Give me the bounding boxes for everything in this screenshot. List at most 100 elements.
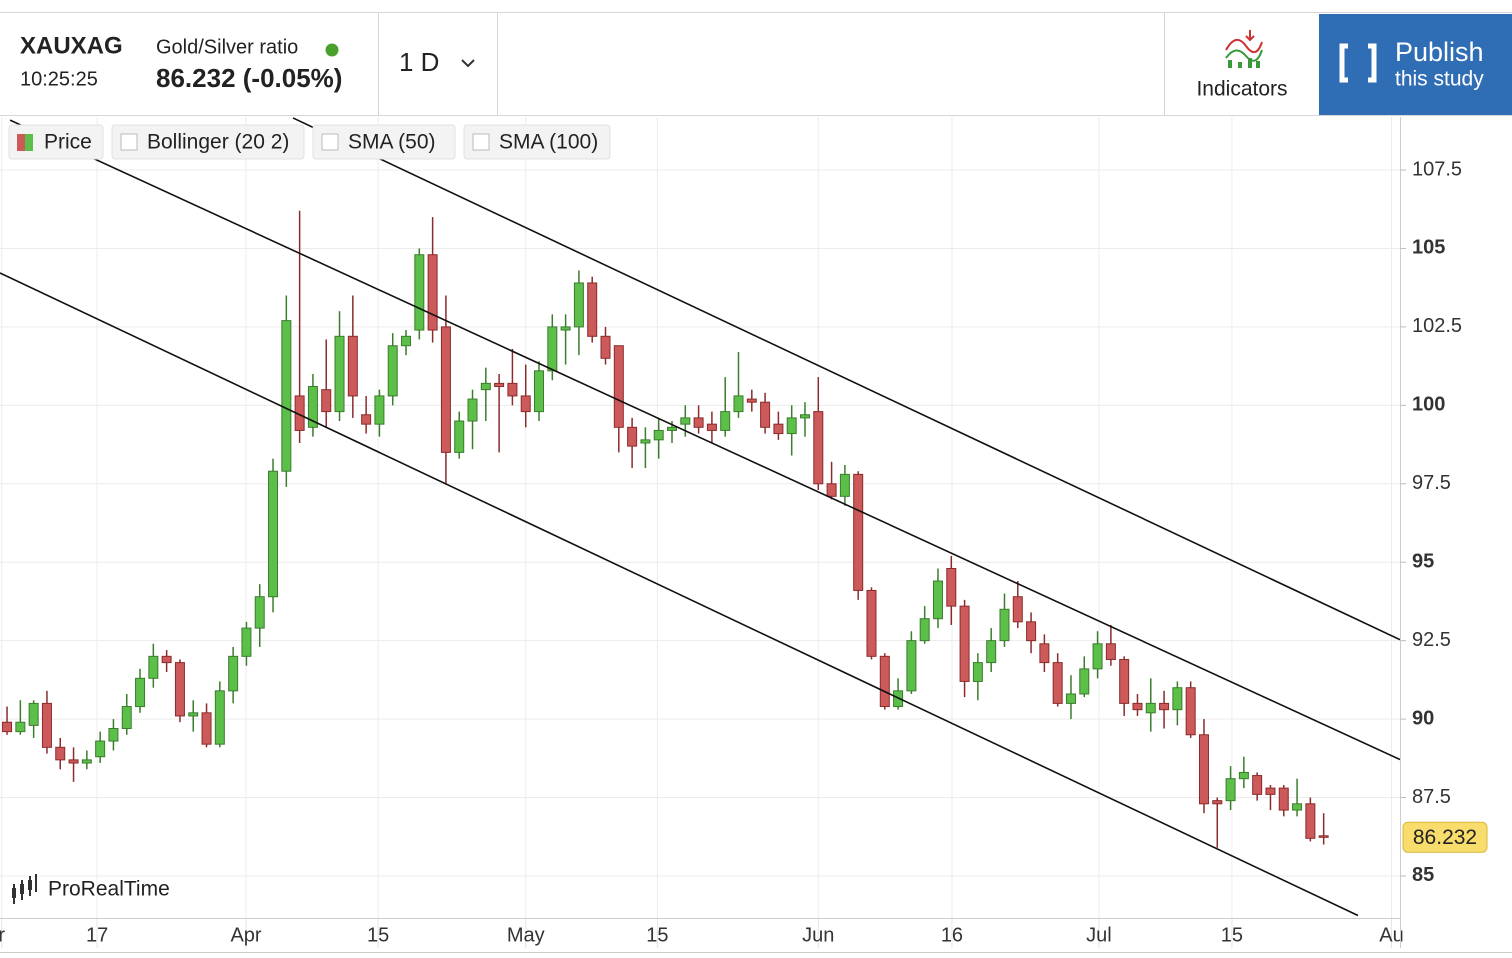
candle-body	[2, 721, 13, 733]
candle-body	[228, 655, 239, 692]
publish-sublabel[interactable]: this study	[1395, 68, 1484, 91]
candle-body	[1305, 803, 1316, 839]
candle-body	[174, 662, 185, 717]
legend-chip[interactable]	[312, 124, 456, 160]
legend-chip[interactable]	[463, 124, 611, 160]
candle-body	[693, 417, 704, 428]
candle-body	[627, 426, 638, 447]
candle-body	[959, 605, 970, 682]
candle-body	[401, 335, 412, 347]
candle-body	[720, 411, 731, 431]
legend-checkbox[interactable]	[120, 133, 138, 151]
candle-body	[454, 420, 465, 453]
trend-line	[9, 119, 1400, 761]
watermark-text: ProRealTime	[48, 878, 170, 901]
candle-body	[507, 382, 518, 397]
candle-body	[1079, 668, 1090, 695]
candle-body	[1212, 800, 1223, 805]
candle-body	[1026, 621, 1037, 642]
x-tick-label: r	[0, 924, 5, 946]
x-tick-label: May	[507, 924, 545, 946]
candle-body	[427, 254, 438, 331]
candle-body	[1092, 643, 1103, 670]
candle-body	[1225, 778, 1236, 802]
candle-body	[760, 401, 771, 428]
candle-body	[1145, 702, 1156, 714]
legend-checkbox[interactable]	[321, 133, 339, 151]
price-change: 86.232 (-0.05%)	[156, 63, 342, 93]
candle-body	[148, 655, 159, 679]
legend-chip[interactable]	[111, 124, 305, 160]
candle-body	[600, 335, 611, 359]
current-price-tag	[1402, 821, 1488, 853]
legend-checkbox[interactable]	[472, 133, 490, 151]
legend-label: SMA (100)	[499, 131, 598, 154]
candle-body	[387, 345, 398, 397]
candle-body	[321, 389, 332, 413]
current-price-label: 86.232	[1413, 826, 1477, 849]
x-tick-label: Jun	[802, 924, 834, 946]
y-tick-label: 85	[1412, 864, 1434, 886]
candle-body	[746, 398, 757, 403]
indicators-button[interactable]: Indicators	[1196, 78, 1287, 101]
y-tick-label: 105	[1412, 237, 1445, 259]
candle-body	[733, 395, 744, 413]
candle-body	[28, 702, 39, 726]
candle-body	[640, 439, 651, 444]
candles	[0, 117, 1400, 917]
candle-body	[68, 759, 79, 764]
candle-body	[853, 473, 864, 591]
candle-body	[241, 627, 252, 657]
y-tick-label: 107.5	[1412, 158, 1462, 180]
status-dot	[325, 43, 339, 57]
candle-body	[520, 395, 531, 413]
candle-body	[1039, 643, 1050, 664]
dropdown-arrow[interactable]	[461, 59, 475, 68]
publish-button[interactable]	[1319, 14, 1512, 115]
candle-body	[826, 483, 837, 497]
candle-body	[55, 746, 66, 761]
publish-icon[interactable]	[1339, 43, 1377, 83]
candle-body	[1065, 693, 1076, 704]
candle-body	[1265, 787, 1276, 795]
symbol: XAUXAG	[20, 32, 123, 59]
candle-body	[653, 429, 664, 441]
top-strip	[0, 0, 1512, 12]
candle-body	[121, 706, 132, 729]
candle-body	[81, 759, 92, 764]
candle-body	[786, 417, 797, 435]
candle-body	[919, 618, 930, 642]
candle-body	[986, 640, 997, 664]
publish-label[interactable]: Publish	[1395, 37, 1484, 67]
candle-body	[254, 596, 265, 629]
candle-body	[1012, 596, 1023, 623]
candle-body	[281, 320, 292, 472]
candle-body	[799, 414, 810, 419]
watermark	[12, 874, 37, 904]
candle-body	[879, 655, 890, 708]
candle-body	[334, 335, 345, 413]
x-tick-label: Au	[1379, 924, 1403, 946]
candle-body	[667, 426, 678, 431]
plot-area: 85 87.5 90 92.5 95 97.5 100 102.5 105 107.5 r 17 Apr…	[0, 117, 1512, 953]
candle-body	[946, 567, 957, 607]
y-tick-label: 87.5	[1412, 786, 1451, 808]
timeframe[interactable]: 1 D	[399, 47, 439, 77]
candle-body	[1252, 775, 1263, 795]
legend-swatch	[17, 134, 25, 151]
legend-label: SMA (50)	[348, 131, 436, 154]
indicators-icon[interactable]	[1225, 30, 1263, 68]
candle-body	[440, 326, 451, 453]
candle-body	[706, 423, 717, 431]
candle-body	[932, 580, 943, 620]
y-tick-label: 97.5	[1412, 472, 1451, 494]
y-tick-label: 95	[1412, 550, 1434, 572]
candle-body	[374, 395, 385, 425]
candle-body	[494, 382, 505, 388]
candle-body	[1185, 687, 1196, 736]
x-tick-label: 15	[646, 924, 668, 946]
candle-body	[95, 740, 106, 758]
candle-body	[773, 423, 784, 435]
candle-body	[188, 712, 199, 717]
